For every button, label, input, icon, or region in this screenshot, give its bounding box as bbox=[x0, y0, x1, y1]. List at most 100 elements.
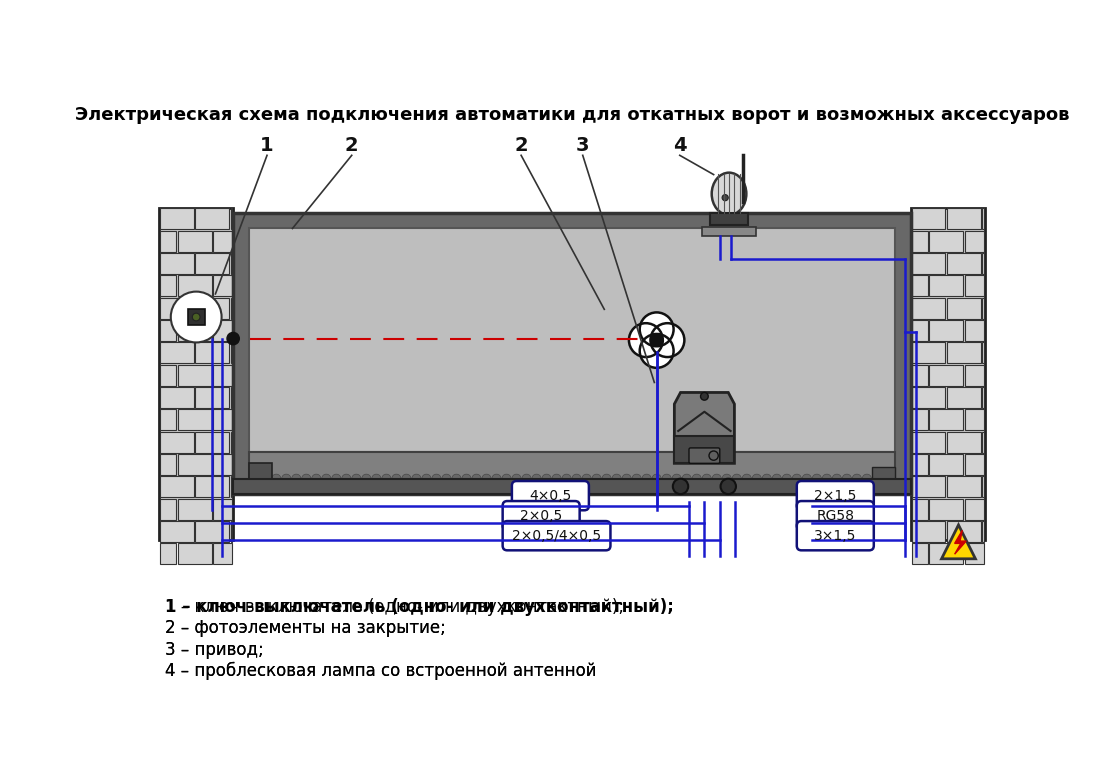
Text: 4 – проблесковая лампа со встроенной антенной: 4 – проблесковая лампа со встроенной ант… bbox=[165, 662, 597, 680]
Bar bbox=[912, 276, 927, 296]
Wedge shape bbox=[682, 474, 691, 479]
Bar bbox=[911, 208, 984, 540]
Bar bbox=[964, 544, 984, 564]
Bar bbox=[702, 227, 756, 236]
Wedge shape bbox=[331, 474, 341, 479]
Bar bbox=[195, 253, 229, 274]
Bar bbox=[982, 432, 984, 452]
Text: 3: 3 bbox=[576, 136, 589, 155]
Bar bbox=[231, 521, 232, 542]
Bar bbox=[982, 342, 984, 363]
Wedge shape bbox=[662, 474, 672, 479]
Circle shape bbox=[722, 194, 729, 201]
Bar bbox=[177, 276, 212, 296]
Wedge shape bbox=[853, 474, 862, 479]
Circle shape bbox=[673, 479, 689, 494]
Wedge shape bbox=[722, 474, 731, 479]
Wedge shape bbox=[642, 474, 652, 479]
Bar bbox=[930, 499, 963, 519]
Bar bbox=[930, 276, 963, 296]
Wedge shape bbox=[452, 474, 461, 479]
Text: 3×1,5: 3×1,5 bbox=[814, 529, 856, 543]
Bar bbox=[213, 230, 232, 251]
Bar bbox=[912, 342, 945, 363]
Bar bbox=[160, 521, 194, 542]
Bar bbox=[213, 409, 232, 430]
Wedge shape bbox=[602, 474, 612, 479]
Wedge shape bbox=[382, 474, 391, 479]
Wedge shape bbox=[752, 474, 761, 479]
Bar bbox=[160, 432, 194, 452]
Bar bbox=[912, 432, 945, 452]
Wedge shape bbox=[261, 474, 271, 479]
Bar bbox=[195, 387, 229, 408]
Wedge shape bbox=[843, 474, 852, 479]
Circle shape bbox=[651, 323, 684, 357]
Text: 4 – проблесковая лампа со встроенной антенной: 4 – проблесковая лампа со встроенной ант… bbox=[165, 662, 597, 680]
Bar bbox=[964, 499, 984, 519]
Wedge shape bbox=[512, 474, 521, 479]
Bar bbox=[912, 365, 927, 386]
Wedge shape bbox=[622, 474, 632, 479]
Wedge shape bbox=[362, 474, 371, 479]
Bar bbox=[912, 499, 927, 519]
Wedge shape bbox=[251, 474, 261, 479]
FancyBboxPatch shape bbox=[797, 481, 874, 510]
Bar bbox=[160, 342, 194, 363]
Wedge shape bbox=[291, 474, 301, 479]
Bar bbox=[710, 213, 749, 225]
Bar bbox=[930, 320, 963, 341]
Wedge shape bbox=[502, 474, 511, 479]
Ellipse shape bbox=[712, 173, 747, 215]
Wedge shape bbox=[472, 474, 481, 479]
Bar bbox=[160, 209, 194, 230]
Bar bbox=[177, 230, 212, 251]
Bar bbox=[195, 209, 229, 230]
Bar bbox=[947, 298, 981, 319]
Bar bbox=[231, 298, 232, 319]
FancyBboxPatch shape bbox=[689, 448, 720, 463]
Bar bbox=[160, 499, 176, 519]
Text: 2×1,5: 2×1,5 bbox=[814, 489, 856, 503]
Bar bbox=[160, 298, 194, 319]
Bar bbox=[982, 253, 984, 274]
Circle shape bbox=[721, 479, 735, 494]
Bar bbox=[947, 253, 981, 274]
Bar bbox=[231, 476, 232, 497]
Wedge shape bbox=[772, 474, 781, 479]
Bar bbox=[160, 320, 176, 341]
Wedge shape bbox=[532, 474, 541, 479]
Bar bbox=[231, 387, 232, 408]
FancyBboxPatch shape bbox=[512, 481, 589, 510]
Bar bbox=[674, 437, 734, 463]
Wedge shape bbox=[562, 474, 571, 479]
Polygon shape bbox=[674, 393, 734, 463]
Bar bbox=[249, 451, 895, 479]
Circle shape bbox=[639, 334, 674, 368]
Bar bbox=[160, 544, 176, 564]
Bar bbox=[912, 409, 927, 430]
Bar bbox=[947, 342, 981, 363]
Bar bbox=[187, 308, 204, 326]
Bar bbox=[964, 454, 984, 475]
Circle shape bbox=[639, 312, 674, 346]
Circle shape bbox=[629, 323, 663, 357]
Bar bbox=[930, 409, 963, 430]
Wedge shape bbox=[762, 474, 771, 479]
Text: 3 – привод;: 3 – привод; bbox=[165, 640, 264, 658]
Bar bbox=[249, 463, 271, 479]
Wedge shape bbox=[873, 474, 882, 479]
Bar bbox=[930, 454, 963, 475]
Bar bbox=[231, 342, 232, 363]
Bar bbox=[213, 454, 232, 475]
Bar bbox=[195, 298, 229, 319]
Bar bbox=[912, 320, 927, 341]
Bar bbox=[213, 365, 232, 386]
Text: 2: 2 bbox=[345, 136, 358, 155]
FancyBboxPatch shape bbox=[502, 521, 610, 551]
Wedge shape bbox=[732, 474, 741, 479]
Bar bbox=[947, 387, 981, 408]
Bar bbox=[213, 320, 232, 341]
Text: 2 – фотоэлементы на закрытие;: 2 – фотоэлементы на закрытие; bbox=[165, 619, 446, 637]
Bar bbox=[160, 230, 176, 251]
